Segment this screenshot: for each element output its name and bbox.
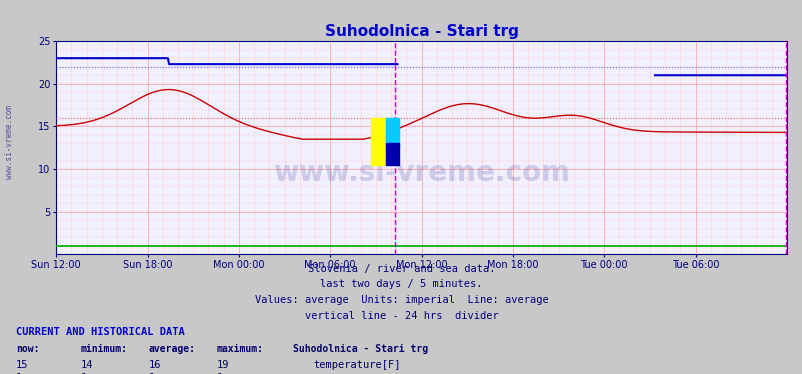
Text: average:: average: [148,344,196,354]
Title: Suhodolnica - Stari trg: Suhodolnica - Stari trg [324,24,518,39]
Text: 19: 19 [217,360,229,370]
Text: CURRENT AND HISTORICAL DATA: CURRENT AND HISTORICAL DATA [16,327,184,337]
Bar [386,144,399,165]
Text: 15: 15 [16,360,29,370]
Text: Slovenia / river and sea data.: Slovenia / river and sea data. [307,264,495,274]
Text: now:: now: [16,344,39,354]
Text: 1: 1 [16,373,22,374]
Text: minimum:: minimum: [80,344,128,354]
Text: maximum:: maximum: [217,344,264,354]
Text: 1: 1 [217,373,223,374]
Text: 16: 16 [148,360,161,370]
Text: www.si-vreme.com: www.si-vreme.com [5,105,14,179]
Text: 1: 1 [148,373,155,374]
Bar [386,118,399,148]
Text: Suhodolnica - Stari trg: Suhodolnica - Stari trg [293,344,427,354]
Text: www.si-vreme.com: www.si-vreme.com [273,159,569,187]
Text: temperature[F]: temperature[F] [313,360,400,370]
Text: last two days / 5 minutes.: last two days / 5 minutes. [320,279,482,289]
Text: flow[foot3/min]: flow[foot3/min] [313,373,407,374]
Text: 1: 1 [80,373,87,374]
Text: Values: average  Units: imperial  Line: average: Values: average Units: imperial Line: av… [254,295,548,305]
Text: 14: 14 [80,360,93,370]
Bar [371,118,387,165]
Text: vertical line - 24 hrs  divider: vertical line - 24 hrs divider [304,311,498,321]
